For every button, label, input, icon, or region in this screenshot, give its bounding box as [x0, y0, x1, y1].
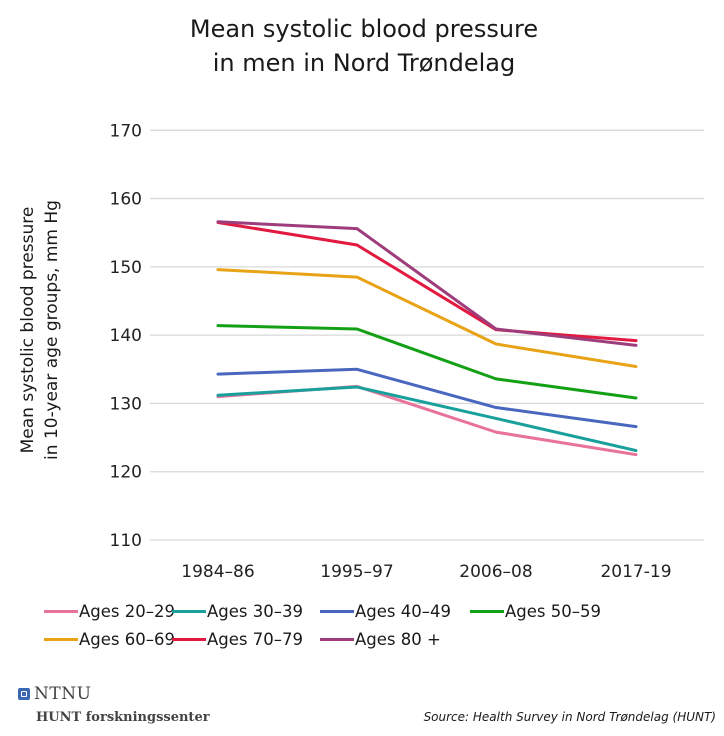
ntnu-logo: NTNU: [18, 684, 91, 704]
y-tick-label: 150: [110, 258, 142, 278]
legend-swatch: [172, 610, 206, 613]
legend-item: Ages 80 +: [320, 630, 441, 649]
series-line-ages-60-69: [216, 268, 638, 369]
legend-label: Ages 50–59: [505, 602, 601, 621]
legend-item: Ages 70–79: [172, 630, 303, 649]
legend-item: Ages 40–49: [320, 602, 451, 621]
legend-swatch: [44, 610, 78, 613]
legend-label: Ages 70–79: [207, 630, 303, 649]
legend-item: Ages 50–59: [470, 602, 601, 621]
y-tick-label: 140: [110, 326, 142, 346]
institution-name: HUNT forskningssenter: [36, 710, 210, 725]
legend-label: Ages 20–29: [79, 602, 175, 621]
legend-label: Ages 30–39: [207, 602, 303, 621]
legend-swatch: [470, 610, 504, 613]
legend-label: Ages 40–49: [355, 602, 451, 621]
legend-item: Ages 20–29: [44, 602, 175, 621]
y-tick-label: 130: [110, 394, 142, 414]
legend-label: Ages 60–69: [79, 630, 175, 649]
y-tick-label: 170: [110, 121, 142, 141]
legend-swatch: [44, 638, 78, 641]
series-lines: [216, 220, 638, 457]
x-tick-label: 1984–86: [181, 562, 254, 582]
x-tick-label: 2006–08: [459, 562, 532, 582]
x-tick-label: 1995–97: [320, 562, 393, 582]
series-line-ages-20-29: [216, 384, 638, 457]
y-tick-labels: 110 120 130 140 150 160 170: [110, 121, 142, 551]
line-chart: 110 120 130 140 150 160 170 1984–86 1995–97 2006…: [110, 121, 704, 582]
legend-label: Ages 80 +: [355, 630, 441, 649]
legend-item: Ages 30–39: [172, 602, 303, 621]
x-tick-label: 2017-19: [600, 562, 671, 582]
legend-swatch: [172, 638, 206, 641]
legend-swatch: [320, 638, 354, 641]
x-tick-labels: 1984–86 1995–97 2006–08 2017-19: [181, 562, 671, 582]
series-line-ages-40-49: [216, 367, 638, 429]
chart-title: Mean systolic blood pressure in men in N…: [0, 12, 724, 80]
y-tick-label: 120: [110, 463, 142, 483]
legend-item: Ages 60–69: [44, 630, 175, 649]
source-note: Source: Health Survey in Nord Trøndelag …: [423, 710, 716, 724]
y-tick-label: 110: [110, 531, 142, 551]
legend-swatch: [320, 610, 354, 613]
ntnu-logo-text: NTNU: [34, 684, 92, 704]
chart-title-line-1: Mean systolic blood pressure: [189, 15, 539, 43]
series-line-ages-30-39: [216, 385, 638, 453]
y-tick-label: 160: [110, 190, 142, 210]
ntnu-logo-icon: [18, 688, 30, 700]
series-line-ages-80-: [216, 220, 638, 347]
gridlines: [150, 129, 704, 541]
series-line-ages-70-79: [216, 220, 638, 343]
chart-title-line-2: in men in Nord Trøndelag: [212, 49, 516, 77]
series-line-ages-50-59: [216, 324, 638, 400]
